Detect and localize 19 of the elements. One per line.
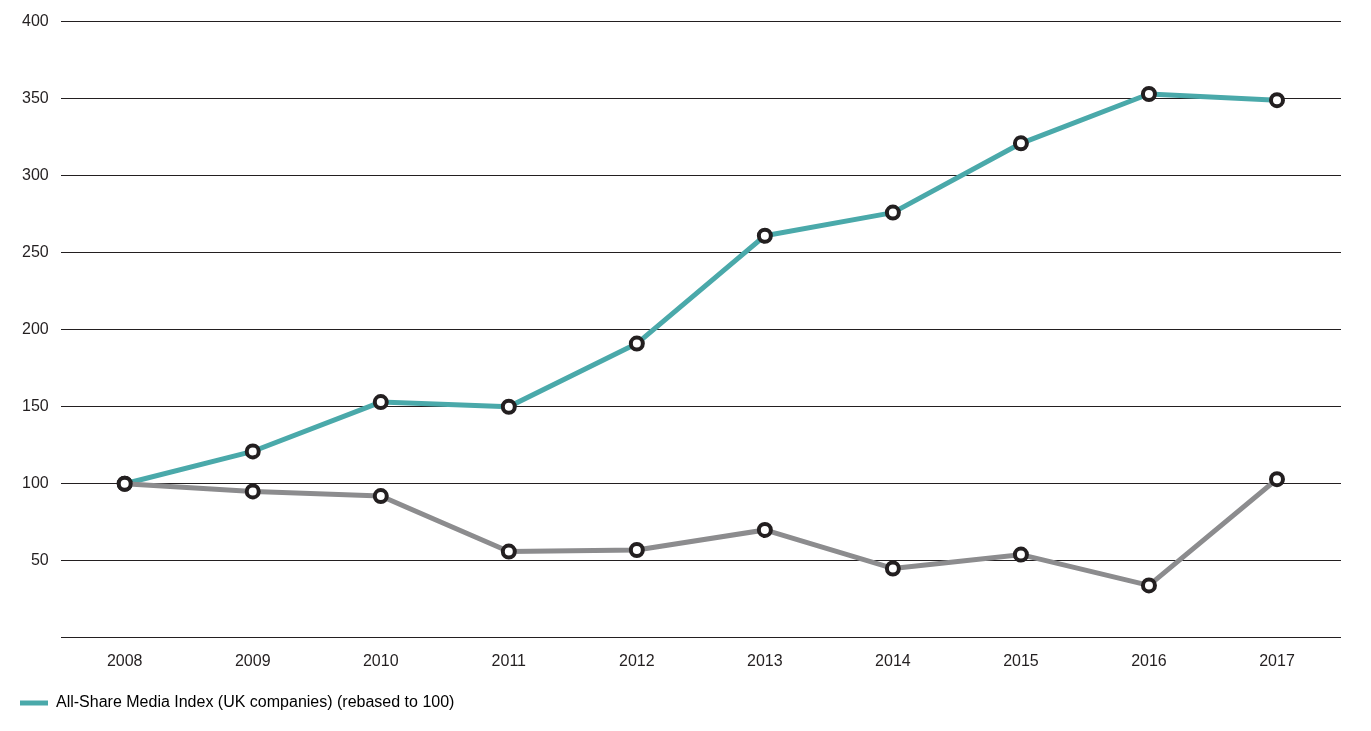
- x-tick-label: 2016: [1131, 651, 1167, 669]
- y-tick-label: 100: [21, 474, 49, 492]
- legend-label: All-Share Media Index (UK companies) (rebased to 100): [56, 693, 455, 711]
- x-tick-label: 2010: [362, 651, 399, 669]
- x-tick-label: 2011: [491, 651, 527, 669]
- x-tick-label: 2009: [234, 651, 271, 669]
- x-tick-label: 2017: [1259, 651, 1295, 669]
- y-tick-label: 50: [30, 551, 49, 569]
- y-tick-label: 400: [21, 12, 49, 30]
- x-tick-label: 2015: [1003, 651, 1039, 669]
- x-tick-label: 2013: [747, 651, 783, 669]
- x-tick-label: 2014: [875, 651, 911, 669]
- y-tick-label: 200: [21, 320, 49, 338]
- y-tick-label: 150: [21, 397, 49, 415]
- y-tick-label: 300: [21, 166, 49, 184]
- y-tick-label: 350: [21, 89, 49, 107]
- y-tick-label: 250: [21, 243, 49, 261]
- x-tick-label: 2008: [106, 651, 143, 669]
- x-tick-label: 2012: [619, 651, 655, 669]
